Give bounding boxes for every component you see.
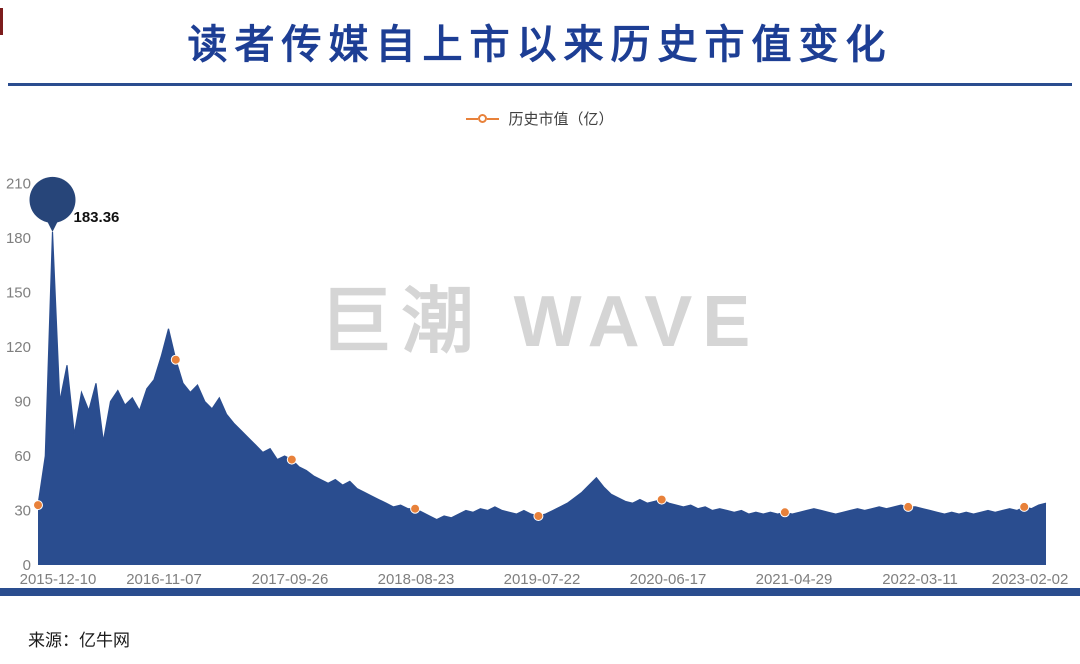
legend-circle-icon [478, 114, 488, 123]
bottom-axis-bar [0, 588, 1080, 596]
legend-line-left [466, 117, 479, 120]
data-point-marker [286, 454, 297, 465]
legend-line-right [487, 117, 500, 120]
x-axis-tick-label: 2020-06-17 [630, 571, 707, 588]
x-axis-tick-label: 2021-04-29 [756, 571, 833, 588]
page-title: 读者传媒自上市以来历史市值变化 [187, 23, 893, 67]
title-divider [8, 83, 1072, 86]
y-axis-tick-label: 90 [14, 394, 31, 411]
y-axis-tick-label: 150 [6, 285, 31, 302]
x-axis-tick-label: 2019-07-22 [504, 571, 581, 588]
chart-legend[interactable]: 历史市值（亿） [0, 108, 1080, 129]
legend-label: 历史市值（亿） [508, 111, 614, 128]
peak-balloon-icon [29, 176, 76, 223]
x-axis-tick-label: 2015-12-10 [20, 571, 97, 588]
data-point-marker [533, 511, 544, 521]
watermark: 巨潮 WAVE [319, 282, 761, 362]
y-axis-tick-label: 120 [6, 339, 31, 356]
top-left-red-mark [0, 8, 3, 35]
y-axis-tick-label: 210 [6, 176, 31, 193]
y-axis-tick-label: 0 [23, 557, 31, 574]
x-axis-tick-label: 2023-02-02 [992, 571, 1069, 588]
data-point-marker [903, 501, 914, 512]
data-point-marker [1019, 501, 1030, 512]
x-axis-tick-label: 2016-11-07 [126, 571, 202, 588]
data-point-marker [170, 354, 181, 365]
y-axis-tick-label: 180 [6, 230, 31, 247]
data-point-marker [410, 503, 421, 514]
data-point-marker [779, 507, 790, 518]
y-axis-tick-label: 30 [14, 503, 31, 520]
area-series [38, 231, 1046, 565]
y-axis-tick-label: 60 [14, 448, 31, 465]
legend-line-circle-marker-icon [466, 114, 500, 123]
data-point-marker [33, 500, 43, 511]
source-note: 来源：亿牛网 [28, 631, 130, 650]
x-axis-tick-label: 2017-09-26 [252, 571, 329, 588]
x-axis-tick-label: 2018-08-23 [378, 571, 455, 588]
x-axis-tick-label: 2022-03-11 [882, 571, 958, 588]
data-point-marker [656, 494, 667, 505]
peak-annotation-label: 183.36 [74, 209, 120, 226]
